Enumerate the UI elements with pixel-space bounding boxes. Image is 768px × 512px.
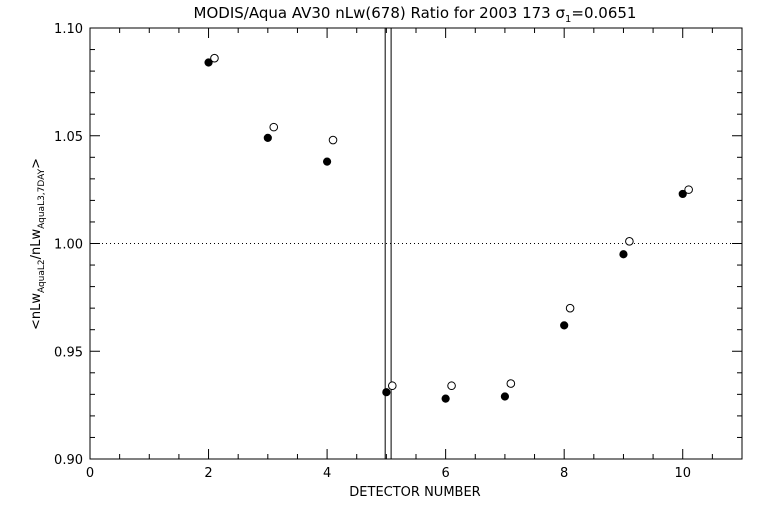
y-axis-label: <nLwAquaL2/nLwAquaL3,7DAY> (29, 158, 47, 330)
x-tick-label: 6 (441, 466, 449, 481)
open-point-7 (625, 237, 634, 246)
filled-point-6 (560, 321, 569, 330)
x-axis-label: DETECTOR NUMBER (349, 485, 480, 500)
open-point-8 (684, 185, 693, 194)
tick-labels: 0 2 4 6 8 10 0.90 0.95 1.00 1.05 1.10 (54, 22, 691, 481)
open-point-2 (328, 135, 338, 145)
filled-point-7 (619, 250, 628, 259)
open-point-5 (506, 379, 516, 388)
filled-point-0 (204, 58, 213, 67)
filled-point-8 (678, 189, 687, 199)
x-tick-label: 8 (560, 466, 568, 481)
open-point-0 (210, 53, 219, 63)
filled-point-1 (263, 133, 272, 143)
x-tick-label: 0 (86, 466, 94, 481)
open-point-1 (269, 122, 279, 132)
y-tick-label: 1.00 (54, 238, 83, 253)
open-point-6 (565, 303, 575, 313)
x-tick-label: 4 (323, 466, 331, 481)
y-tick-label: 0.90 (54, 453, 83, 468)
y-tick-label: 1.05 (54, 130, 83, 145)
open-point-3 (387, 381, 397, 391)
chart-title: MODIS/Aqua AV30 nLw(678) Ratio for 2003 … (194, 4, 637, 25)
filled-point-3 (382, 388, 391, 397)
y-tick-label: 1.10 (54, 22, 83, 37)
x-tick-label: 10 (674, 466, 691, 481)
x-tick-label: 2 (204, 466, 212, 481)
filled-point-5 (500, 392, 510, 401)
axis-ticks (89, 27, 743, 460)
y-tick-label: 0.95 (54, 345, 83, 360)
open-point-4 (447, 381, 456, 391)
filled-point-2 (322, 157, 332, 166)
plot-frame (89, 27, 743, 460)
filled-point-4 (441, 394, 450, 403)
data-points (204, 53, 693, 403)
